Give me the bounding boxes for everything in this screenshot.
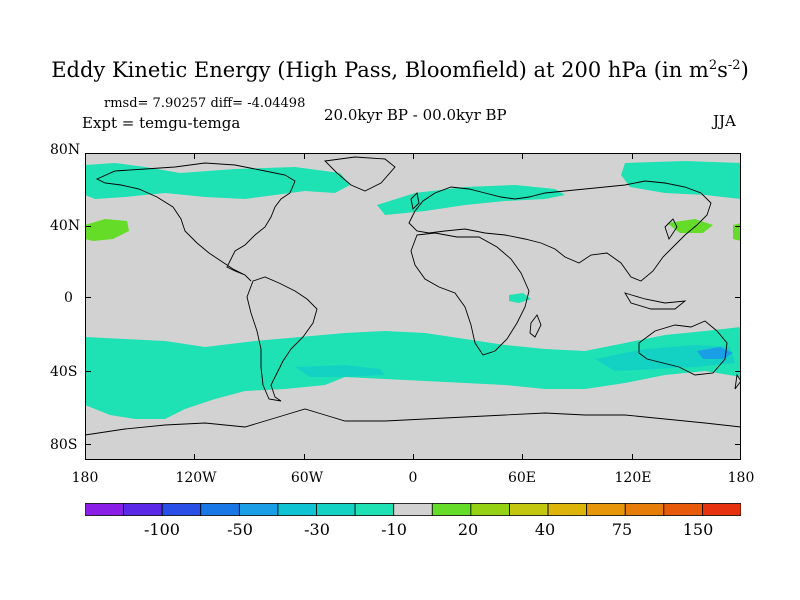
- coast-new-zealand: [734, 373, 741, 390]
- colorbar-label-150: 150: [682, 520, 714, 539]
- patch-southern-ocean-band: [85, 327, 741, 419]
- colorbar-swatch: [277, 503, 317, 516]
- lon-label-0: 0: [408, 470, 418, 486]
- colorbar-swatch: [509, 503, 549, 516]
- colorbar-swatch: [547, 503, 588, 516]
- coast-europe: [408, 180, 712, 282]
- lat-label-80s: 80S: [50, 437, 78, 453]
- colorbar-label-75: 75: [611, 520, 633, 539]
- lon-label-120e: 120E: [614, 470, 652, 486]
- lat-label-40s: 40S: [50, 364, 78, 380]
- colorbar-swatch: [161, 503, 202, 516]
- map-title: Eddy Kinetic Energy (High Pass, Bloomfie…: [51, 58, 749, 82]
- world-map: [85, 153, 741, 460]
- patch-australia-max: [697, 347, 733, 359]
- coast-uk: [410, 192, 420, 210]
- patch-green-pacific-west: [85, 219, 129, 241]
- colorbar-swatch: [200, 503, 240, 516]
- colorbar-label-40: 40: [534, 520, 556, 539]
- colorbar-label-minus-100: -100: [144, 520, 180, 539]
- colorbar-swatch: [624, 503, 665, 516]
- lat-label-40n: 40N: [50, 218, 81, 234]
- experiment-label: Expt = temgu-temga: [82, 114, 241, 132]
- coast-japan: [664, 218, 678, 241]
- lon-label-60w: 60W: [290, 470, 324, 486]
- colorbar-swatch: [393, 503, 433, 516]
- coast-antarctica: [85, 408, 741, 436]
- coast-north-america: [95, 162, 296, 282]
- lat-label-80n: 80N: [50, 142, 81, 158]
- coast-south-america: [246, 276, 318, 402]
- patch-north-atlantic-eurasia: [377, 185, 565, 215]
- coastlines: [85, 156, 741, 436]
- coast-madagascar: [529, 314, 542, 338]
- lon-label-180e: 180: [727, 470, 755, 486]
- colorbar-swatch: [702, 503, 741, 516]
- colorbar-label-20: 20: [457, 520, 479, 539]
- axis-ticks: [85, 153, 741, 460]
- lon-label-180w: 180: [71, 470, 99, 486]
- colorbar-label-minus-50: -50: [227, 520, 253, 539]
- lat-label-equator: 0: [64, 290, 73, 306]
- patch-south-pacific-core: [295, 365, 385, 377]
- lon-label-60e: 60E: [507, 470, 537, 486]
- coast-indonesia: [624, 292, 687, 310]
- coast-australia: [638, 320, 728, 376]
- colorbar: [85, 503, 741, 516]
- colorbar-swatch: [431, 503, 472, 516]
- colorbar-label-minus-10: -10: [381, 520, 407, 539]
- period-label: 20.0kyr BP - 00.0kyr BP: [324, 106, 507, 124]
- season-label: JJA: [713, 112, 736, 130]
- colorbar-swatch: [354, 503, 395, 516]
- patch-equatorial-africa: [509, 293, 531, 303]
- patch-north-pacific: [621, 161, 741, 199]
- colorbar-swatch: [85, 503, 124, 516]
- colorbar-swatch: [238, 503, 279, 516]
- coast-greenland: [324, 156, 396, 192]
- coast-africa: [410, 232, 530, 356]
- patch-green-pacific-east: [733, 223, 741, 241]
- patch-green-japan: [667, 219, 713, 233]
- colorbar-swatch: [123, 503, 163, 516]
- patch-north-america: [85, 163, 350, 199]
- colorbar-label-minus-30: -30: [304, 520, 330, 539]
- colorbar-swatch: [470, 503, 510, 516]
- lon-label-120w: 120W: [175, 470, 217, 486]
- colorbar-swatch: [316, 503, 356, 516]
- rmsd-diff-stats: rmsd= 7.90257 diff= -4.04498: [104, 96, 306, 111]
- colorbar-swatch: [586, 503, 626, 516]
- colorbar-swatch: [663, 503, 703, 516]
